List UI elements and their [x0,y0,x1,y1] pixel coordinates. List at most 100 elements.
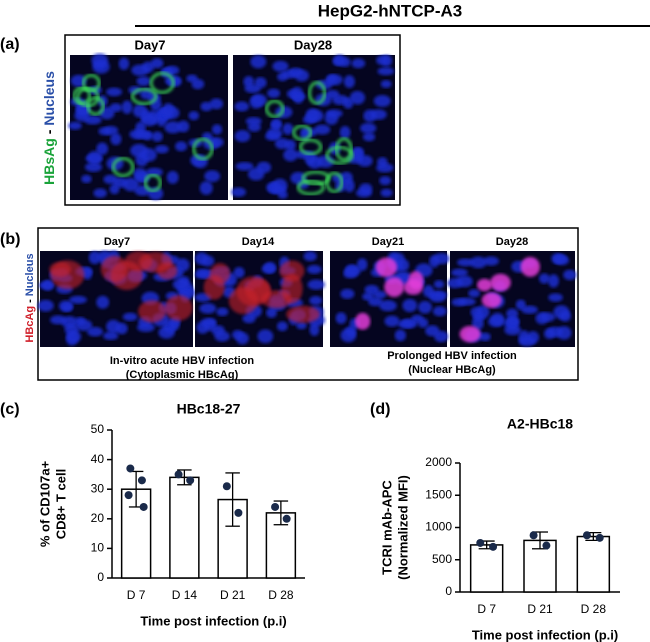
y-tick-label: 30 [91,481,105,495]
stain-signal [481,292,502,308]
nucleus [417,317,429,328]
y-tick-label: 10 [91,541,105,555]
nucleus [356,258,368,271]
stain-signal [325,146,354,165]
y-tick-label: 50 [91,422,105,436]
stain-signal [81,73,101,93]
nucleus [68,121,82,130]
nucleus [402,298,418,313]
nucleus [283,148,298,162]
nucleus [69,295,88,304]
stain-signal [138,300,167,323]
nucleus [470,256,487,269]
caption: (Nuclear HBcAg) [408,364,496,376]
image-label: Day21 [372,236,404,248]
nucleus [377,157,388,168]
nucleus [559,310,572,322]
nucleus [384,315,400,327]
data-point [271,502,280,511]
nucleus [210,137,224,148]
nucleus [563,269,577,281]
y-tick-label: 2000 [425,455,452,469]
image-label: Day28 [496,236,528,248]
nucleus [359,122,377,134]
image-label: Day7 [134,37,165,52]
panel-label: (b) [0,231,20,248]
caption: In-vitro acute HBV infection [110,355,255,367]
nucleus [335,312,347,325]
nucleus [88,250,101,265]
nucleus [521,305,538,314]
y-tick-label: 1000 [425,520,452,534]
nucleus [379,176,392,186]
stain-signal [149,71,175,94]
nucleus [172,278,189,291]
nucleus [266,127,283,140]
nucleus [177,120,190,133]
nucleus [234,101,250,112]
x-axis-label: Time post infection (p.i) [472,627,618,642]
nucleus [199,181,213,195]
nucleus [214,330,231,342]
nucleus [380,79,392,89]
nucleus [257,329,274,344]
nucleus [554,255,570,266]
counterstain: Nucleus [24,253,36,296]
nucleus [309,295,323,306]
nucleus [216,307,229,317]
nucleus [381,54,393,67]
nucleus [272,60,289,72]
nucleus [200,101,213,112]
nucleus [294,69,310,82]
nucleus [325,109,343,118]
y-tick-label: 0 [445,584,452,598]
panel-label: (d) [370,401,390,418]
stain-signal [408,271,424,290]
nucleus [343,75,355,89]
nucleus [377,66,395,76]
nucleus [166,170,179,184]
nucleus [507,316,520,327]
nucleus [233,266,245,278]
nucleus [188,111,200,121]
nucleus [122,177,139,192]
nucleus [91,53,109,68]
nucleus [423,285,435,298]
separator: - [41,129,57,134]
panel-frame [64,34,401,206]
nucleus [250,55,267,69]
nucleus [276,321,288,332]
data-point [476,538,485,547]
nucleus [343,265,361,277]
nucleus [204,170,221,183]
nucleus [115,322,128,335]
nucleus [235,161,254,171]
nucleus [195,271,213,280]
micrograph [194,251,326,347]
stain-label: HBsAg - Nucleus [41,71,57,185]
x-tick-label: D 14 [172,588,198,602]
y-axis-label: % of CD107a+ [37,460,52,547]
nucleus [201,255,215,267]
nucleus [270,120,281,130]
image-label: Day28 [294,37,332,52]
nucleus [81,174,92,184]
bar [469,544,504,593]
panel-label: (c) [0,401,20,418]
nucleus [211,124,223,135]
stain-signal [286,305,320,323]
nucleus [110,132,122,146]
stain-signal [228,287,258,315]
x-tick-label: D 7 [477,602,496,616]
nucleus [472,312,485,322]
stain-signal [355,312,371,330]
nucleus [370,109,387,120]
stain-signal [111,157,135,178]
y-axis-label: TCRI mAb-APC [379,480,394,575]
nucleus [122,312,138,322]
nucleus [359,183,373,195]
nucleus [245,117,262,126]
stain-signal [307,81,327,105]
stain-signal [299,138,323,156]
nucleus [504,325,522,336]
